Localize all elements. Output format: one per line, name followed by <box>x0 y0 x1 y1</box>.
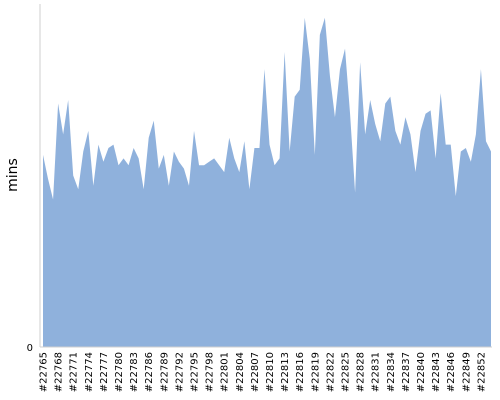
area-series <box>43 17 491 347</box>
x-tick-label: #22795 <box>190 352 201 392</box>
x-tick-label: #22792 <box>174 352 185 392</box>
x-tick-label: #22780 <box>114 352 125 392</box>
x-tick-label: #22798 <box>205 352 216 392</box>
x-tick-label: #22789 <box>159 352 170 392</box>
x-tick-label: #22828 <box>356 352 367 392</box>
x-tick-label: #22843 <box>431 352 442 392</box>
x-tick-label: #22777 <box>99 352 110 392</box>
x-tick-label: #22819 <box>310 352 321 392</box>
x-tick-label: #22786 <box>144 352 155 392</box>
x-tick-label: #22771 <box>69 352 80 392</box>
x-tick-label: #22846 <box>446 352 457 392</box>
y-tick-label: 0 <box>27 343 33 354</box>
x-tick-label: #22825 <box>341 352 352 392</box>
x-tick-label: #22774 <box>84 352 95 392</box>
y-axis-label: mins <box>5 158 21 192</box>
x-tick-label: #22783 <box>129 352 140 392</box>
x-tick-labels: #22765 #22768 #22771 #22774 #22777 #22780 #227… <box>39 352 488 392</box>
x-tick-label: #22768 <box>54 352 65 392</box>
x-tick-label: #22813 <box>280 352 291 392</box>
x-tick-label: #22834 <box>386 352 397 392</box>
x-tick-label: #22804 <box>235 352 246 392</box>
x-tick-label: #22852 <box>476 352 487 392</box>
plot-area <box>43 17 491 347</box>
x-tick-label: #22840 <box>416 352 427 392</box>
x-tick-label: #22801 <box>220 352 231 392</box>
x-tick-label: #22849 <box>461 352 472 392</box>
x-tick-label: #22816 <box>295 352 306 392</box>
x-tick-label: #22831 <box>371 352 382 392</box>
x-tick-label: #22765 <box>39 352 50 392</box>
x-tick-label: #22810 <box>265 352 276 392</box>
x-tick-label: #22837 <box>401 352 412 392</box>
x-tick-label: #22822 <box>325 352 336 392</box>
x-tick-label: #22807 <box>250 352 261 392</box>
y-tick-labels: 0 <box>27 343 33 354</box>
